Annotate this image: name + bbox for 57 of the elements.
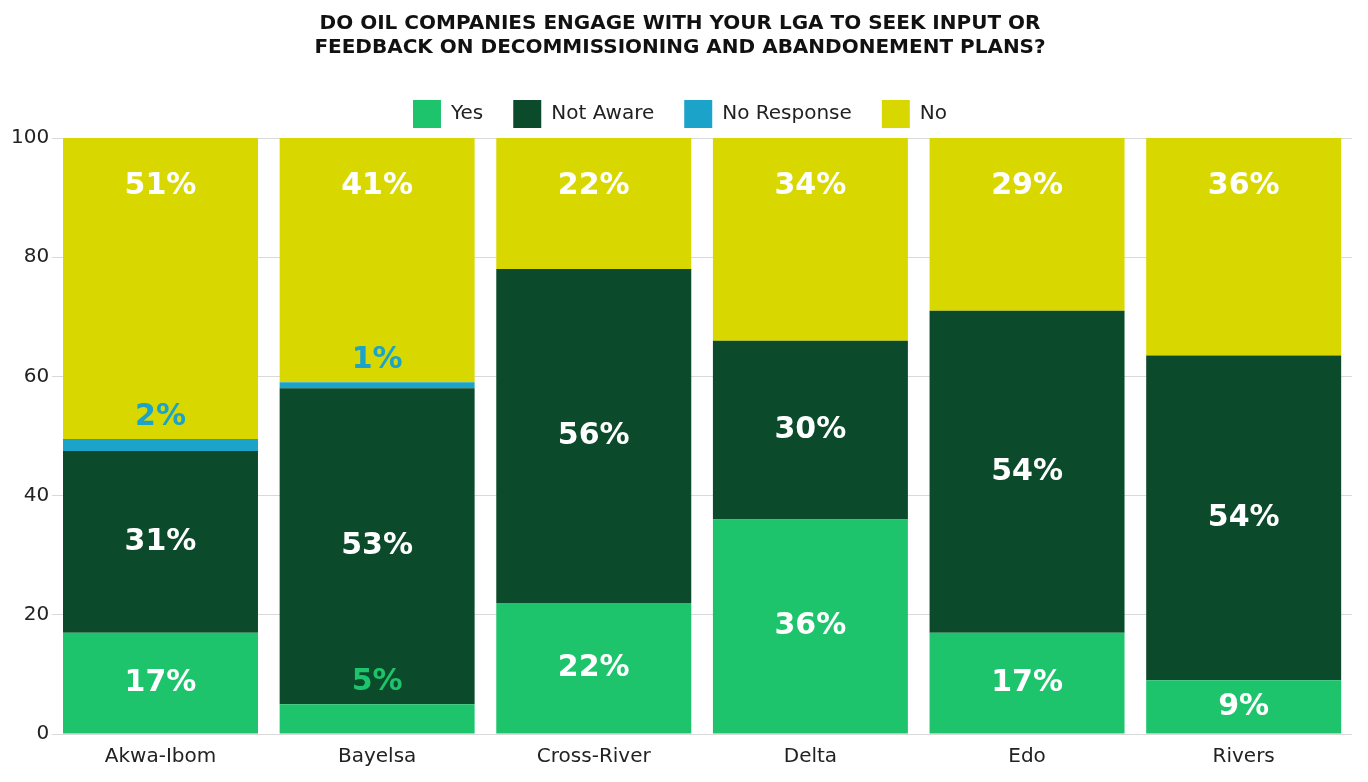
data-label: 30% [774, 409, 847, 445]
bar [929, 138, 1125, 311]
data-label: 22% [557, 647, 630, 683]
bar [712, 519, 908, 734]
bar [712, 340, 908, 520]
data-label: 2% [135, 396, 186, 432]
x-tick-label: Bayelsa [337, 743, 417, 768]
data-label: 51% [124, 165, 197, 201]
data-label: 53% [341, 526, 414, 562]
data-label: 31% [124, 521, 197, 557]
bar [63, 438, 258, 451]
data-label: 54% [1207, 497, 1280, 533]
legend-label: Not Aware [551, 100, 655, 125]
bar [929, 632, 1125, 734]
legend-label: No Response [722, 100, 852, 125]
bar [496, 269, 692, 603]
bar [1146, 355, 1342, 681]
x-tick-label: Delta [783, 743, 838, 768]
x-tick-label: Akwa-Ibom [104, 743, 217, 768]
data-label: 17% [991, 662, 1063, 698]
legend-label: Yes [449, 100, 484, 125]
data-label: 9% [1218, 686, 1270, 722]
data-label: 54% [991, 451, 1063, 487]
data-label: 1% [351, 340, 403, 376]
data-label: 5% [351, 662, 403, 697]
bar [496, 602, 692, 734]
legend-label: No [919, 100, 948, 125]
data-label: 56% [557, 415, 630, 451]
bar [929, 310, 1125, 633]
bar [63, 632, 258, 734]
bar [496, 138, 692, 270]
chart-title: DO OIL COMPANIES ENGAGE WITH YOUR LGA TO SEEK INPUT OR FEEDBACK ON DECOMMISSIONING AND ABANDONEMENT PLANS? [314, 10, 1046, 59]
y-tick-label: 40 [23, 481, 50, 506]
bar [279, 388, 475, 705]
data-label: 17% [124, 662, 197, 698]
bar [63, 450, 258, 633]
y-tick-label: 60 [23, 362, 50, 387]
y-tick-label: 100 [10, 124, 50, 149]
bar [279, 138, 475, 383]
data-label: 29% [991, 165, 1063, 201]
bar [712, 138, 908, 341]
data-label: 36% [1207, 165, 1280, 201]
bar [1146, 680, 1342, 734]
bar [63, 138, 258, 439]
data-label: 34% [774, 165, 847, 201]
bar [1146, 138, 1342, 356]
data-label: 41% [341, 165, 414, 201]
x-tick-label: Cross-River [536, 743, 652, 768]
x-tick-label: Edo [1008, 743, 1046, 768]
y-tick-label: 80 [23, 243, 50, 268]
bar [279, 704, 475, 734]
y-tick-label: 20 [23, 601, 50, 625]
x-tick-label: Rivers [1212, 743, 1275, 768]
bar [279, 382, 475, 389]
y-tick-label: 0 [36, 720, 50, 745]
data-label: 36% [774, 606, 847, 642]
data-label: 22% [557, 165, 630, 201]
